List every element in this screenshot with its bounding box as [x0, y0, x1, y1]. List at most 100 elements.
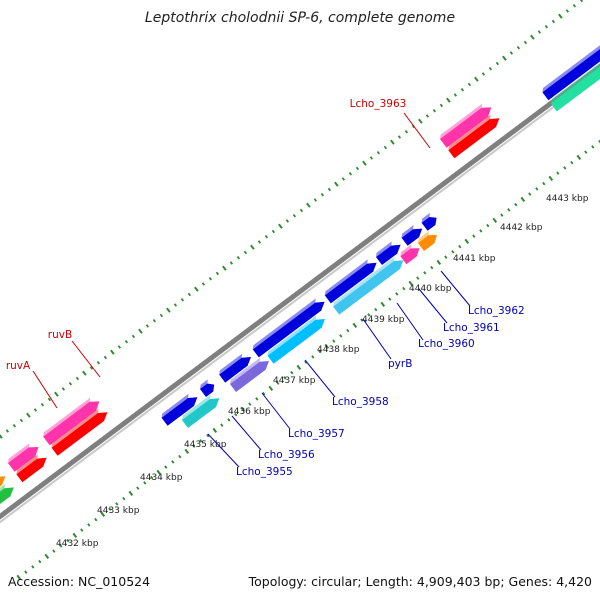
tick-mark: [164, 465, 168, 469]
gene-label-lcho3956: Lcho_3956: [258, 449, 315, 461]
gene-bar-blue-bevel: [219, 353, 243, 375]
gene-bar-blue-body: [161, 397, 198, 426]
gene-bar-green: [0, 484, 14, 505]
gene-bar-lightblue-body: [267, 319, 325, 364]
tick-mark: [61, 387, 66, 391]
tick-mark: [89, 366, 94, 370]
tick-mark: [248, 402, 252, 406]
gene-bar-blue: [219, 353, 251, 383]
gene-label-lcho3955: Lcho_3955: [236, 466, 293, 478]
tick-mark: [579, 0, 584, 3]
tick-mark: [446, 97, 451, 103]
tick-mark: [166, 307, 171, 313]
tick-mark: [68, 381, 73, 386]
gene-bar-pink-body: [8, 447, 39, 472]
tick-mark: [24, 570, 28, 574]
gene-bar-orange-bevel: [418, 231, 429, 243]
tick-mark: [156, 469, 162, 475]
tick-mark: [33, 408, 38, 412]
tick-mark: [544, 24, 549, 29]
gene-bar-pink-ruvb-body: [43, 401, 100, 446]
gene-bar-blue-long-bevel: [542, 45, 600, 93]
tick-mark: [131, 334, 136, 339]
tick-mark: [227, 418, 231, 422]
tick-mark: [87, 523, 91, 527]
tick-mark: [474, 76, 479, 82]
gene-bar-blue: [161, 393, 198, 426]
tick-mark: [187, 292, 192, 297]
tick-mark: [178, 454, 182, 459]
gene-label-lcho3963-leader: [403, 112, 431, 149]
gene-bar-blue-small-bevel: [200, 379, 208, 389]
tick-mark: [460, 87, 465, 92]
tick-mark: [40, 402, 45, 407]
gene-bar-blue: [324, 259, 377, 304]
tick-mark: [0, 434, 3, 439]
gene-bar-purple-bevel: [230, 357, 261, 384]
tick-mark: [292, 213, 297, 218]
gene-bar-blue-body: [324, 262, 377, 304]
gene-bar-blue-bevel: [401, 225, 414, 238]
tick-mark: [327, 187, 332, 192]
scale-label: 4437 kbp: [273, 376, 316, 386]
gene-label-lcho3962-leader: [440, 270, 471, 307]
tick-mark: [404, 129, 409, 134]
gene-bar-blue-bevel: [376, 241, 392, 257]
tick-mark: [143, 481, 147, 485]
gene-bar-red-lcho3963-bevel: [448, 114, 491, 151]
tick-mark: [72, 532, 78, 539]
inner-tick-track: [16, 139, 600, 581]
tick-mark: [492, 217, 498, 223]
tick-mark: [516, 45, 521, 50]
gene-bar-red-ruvb-bevel: [51, 408, 99, 448]
tick-mark: [558, 13, 563, 19]
tick-mark: [332, 339, 336, 343]
tick-mark: [26, 412, 31, 418]
tick-mark: [320, 192, 325, 197]
tick-mark: [563, 166, 567, 170]
tick-mark: [408, 280, 414, 286]
tick-mark: [542, 181, 546, 186]
gene-bar-blue-small-bevel: [421, 212, 430, 223]
gene-bar-blue-long: [542, 45, 600, 101]
tick-mark: [285, 219, 290, 223]
tick-mark: [171, 460, 175, 464]
tick-mark: [346, 328, 350, 333]
tick-mark: [367, 313, 371, 317]
tick-mark: [150, 475, 154, 480]
gene-bar-pink-lcho3963-body: [440, 107, 492, 148]
gene-bar-cyan-body: [182, 398, 220, 428]
tick-mark: [425, 114, 430, 118]
gene-bar-blue-long-bevel: [252, 298, 316, 350]
gene-bar-red-bevel: [16, 454, 38, 475]
gene-label-lcho3956-leader: [231, 415, 262, 451]
tick-mark: [52, 549, 56, 553]
gene-bar-pink: [8, 443, 39, 472]
tick-mark: [299, 208, 304, 213]
tick-mark: [479, 229, 483, 233]
tick-mark: [290, 370, 294, 375]
tick-mark: [220, 423, 224, 427]
tick-mark: [5, 429, 10, 433]
tick-mark: [296, 364, 302, 370]
tick-mark: [82, 370, 87, 376]
tick-mark: [262, 391, 266, 396]
tick-mark: [507, 208, 511, 212]
tick-mark: [208, 276, 213, 281]
tick-mark: [122, 496, 126, 501]
tick-mark: [339, 334, 343, 338]
tick-mark: [184, 448, 190, 454]
tick-mark: [194, 286, 199, 292]
tick-mark: [488, 66, 493, 71]
tick-mark: [16, 574, 22, 581]
tick-mark: [416, 276, 420, 280]
gene-bar-lightblue: [267, 315, 325, 364]
gene-label-lcho3958: Lcho_3958: [332, 396, 389, 408]
tick-mark: [212, 427, 218, 433]
gene-bar-blue-bevel: [324, 259, 368, 296]
gene-bar-red-body: [16, 457, 47, 483]
tick-mark: [152, 318, 157, 323]
tick-mark: [278, 223, 283, 229]
tick-mark: [565, 9, 570, 13]
tick-mark: [486, 223, 490, 228]
